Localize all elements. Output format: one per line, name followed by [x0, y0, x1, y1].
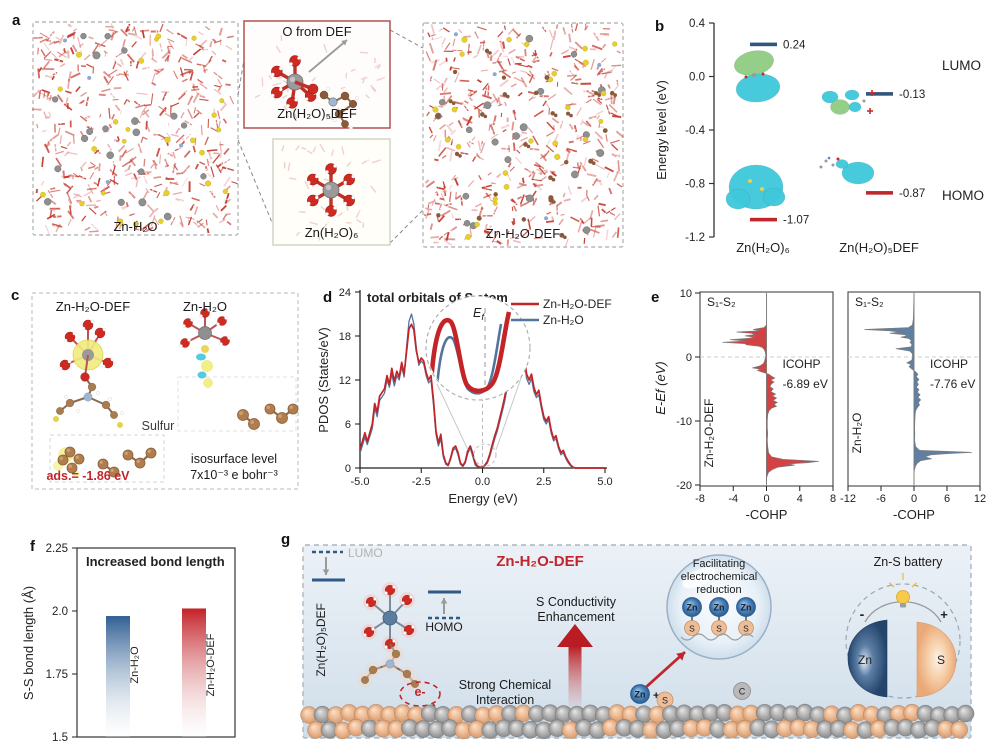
svg-text:PDOS (States/eV): PDOS (States/eV) — [316, 327, 331, 432]
svg-text:C: C — [739, 687, 746, 697]
svg-text:1.75: 1.75 — [46, 669, 68, 681]
svg-text:24: 24 — [339, 288, 351, 299]
panel-a-letter: a — [12, 12, 21, 29]
svg-text:18: 18 — [339, 331, 351, 343]
svg-text:-5.0: -5.0 — [351, 476, 370, 488]
svg-text:-: - — [860, 606, 865, 622]
svg-text:10: 10 — [680, 288, 692, 300]
svg-text:0: 0 — [345, 463, 351, 475]
svg-text:0: 0 — [686, 352, 692, 364]
svg-text:S: S — [716, 624, 722, 634]
svg-text:2.5: 2.5 — [536, 476, 551, 488]
svg-text:+: + — [940, 607, 948, 622]
panel-e-cohp-charts: -8 -4 0 4 8 10 0 -10 -20 -COHP S₁-S₂ ICOHP -6.89 eV Z… — [653, 288, 986, 522]
svg-text:Increased bond length: Increased bond length — [86, 554, 225, 569]
svg-text:2.0: 2.0 — [52, 606, 68, 618]
svg-text:S-S bond length (Å): S-S bond length (Å) — [21, 586, 36, 700]
svg-text:Zn-H₂O-DEF: Zn-H₂O-DEF — [702, 399, 716, 468]
svg-text:Zn: Zn — [687, 603, 698, 613]
svg-text:Zn-H₂O: Zn-H₂O — [543, 313, 584, 327]
svg-text:Zn-H₂O: Zn-H₂O — [129, 646, 141, 684]
svg-text:Zn: Zn — [714, 603, 725, 613]
svg-text:0.24: 0.24 — [783, 39, 806, 51]
svg-text:2.25: 2.25 — [46, 543, 68, 555]
panel-f-bar-chart: 2.25 2.0 1.75 1.5 S-S bond length (Å) Increas… — [21, 543, 236, 744]
svg-text:S₁-S₂: S₁-S₂ — [855, 295, 884, 309]
svg-text:-0.13: -0.13 — [899, 89, 925, 101]
svg-text:0.0: 0.0 — [689, 72, 705, 84]
svg-text:5.0: 5.0 — [597, 476, 612, 488]
svg-text:8: 8 — [830, 493, 836, 505]
svg-text:-10: -10 — [676, 416, 692, 428]
svg-text:6: 6 — [345, 419, 351, 431]
panel-c-letter: c — [11, 287, 20, 304]
svg-text:S: S — [743, 624, 749, 634]
svg-text:-8: -8 — [695, 493, 705, 505]
svg-text:-0.8: -0.8 — [685, 179, 705, 191]
svg-text:-0.87: -0.87 — [899, 188, 925, 200]
svg-text:S: S — [689, 624, 695, 634]
svg-text:Zn: Zn — [635, 690, 646, 700]
panel-c-graphic — [31, 292, 299, 490]
panel-f-letter: f — [30, 538, 35, 555]
panel-b-letter: b — [655, 18, 665, 35]
svg-text:-6: -6 — [876, 493, 886, 505]
svg-text:S: S — [662, 696, 668, 706]
svg-text:Zn(H₂O)₆: Zn(H₂O)₆ — [736, 240, 790, 255]
svg-text:12: 12 — [974, 493, 986, 505]
svg-text:0.4: 0.4 — [689, 18, 706, 30]
svg-text:Zn(H₂O)₅DEF: Zn(H₂O)₅DEF — [839, 240, 919, 255]
svg-text:-0.4: -0.4 — [685, 125, 705, 137]
svg-text:S₁-S₂: S₁-S₂ — [707, 295, 736, 309]
svg-text:Zn: Zn — [858, 653, 872, 667]
svg-text:-2.5: -2.5 — [412, 476, 431, 488]
svg-text:+: + — [653, 690, 659, 702]
svg-text:-1.2: -1.2 — [685, 232, 705, 244]
svg-text:-6.89 eV: -6.89 eV — [783, 377, 828, 391]
svg-text:Zn-H₂O: Zn-H₂O — [850, 413, 864, 454]
svg-text:0.0: 0.0 — [475, 476, 490, 488]
panel-a-graphic — [31, 20, 624, 248]
svg-text:0: 0 — [763, 493, 769, 505]
svg-text:1.5: 1.5 — [52, 732, 68, 744]
svg-text:Zn-H₂O-DEF: Zn-H₂O-DEF — [543, 297, 612, 311]
svg-text:-4: -4 — [728, 493, 738, 505]
svg-text:ICOHP: ICOHP — [783, 357, 821, 371]
svg-text:E-Ef (eV): E-Ef (eV) — [653, 361, 668, 414]
panel-d-letter: d — [323, 289, 333, 306]
svg-text:Energy (eV): Energy (eV) — [448, 491, 517, 506]
panel-g-letter: g — [281, 531, 291, 548]
svg-text:ICOHP: ICOHP — [930, 357, 968, 371]
svg-text:Zn: Zn — [741, 603, 752, 613]
svg-text:4: 4 — [797, 493, 803, 505]
panel-b-energy-levels-chart: 0.4 0.0 -0.4 -0.8 -1.2 Energy level (eV) 0.24 -… — [654, 18, 984, 255]
svg-text:-7.76 eV: -7.76 eV — [930, 377, 975, 391]
svg-text:12: 12 — [339, 375, 351, 387]
svg-text:-COHP: -COHP — [893, 507, 935, 522]
svg-text:S: S — [937, 653, 945, 667]
svg-text:HOMO: HOMO — [942, 188, 984, 203]
svg-text:-20: -20 — [676, 480, 692, 492]
svg-text:0: 0 — [911, 493, 917, 505]
svg-text:Zn-H₂O-DEF: Zn-H₂O-DEF — [205, 633, 217, 696]
svg-text:Energy level (eV): Energy level (eV) — [654, 80, 669, 180]
panel-e-letter: e — [651, 289, 660, 306]
svg-text:-1.07: -1.07 — [783, 215, 809, 227]
panel-d-pdos-chart: 0 6 12 18 24 -5.0 -2.5 0.0 2.5 5.0 Energy (eV) PDOS… — [316, 288, 613, 506]
svg-text:6: 6 — [944, 493, 950, 505]
svg-text:-COHP: -COHP — [746, 507, 788, 522]
svg-text:-12: -12 — [840, 493, 856, 505]
svg-text:LUMO: LUMO — [942, 58, 981, 73]
